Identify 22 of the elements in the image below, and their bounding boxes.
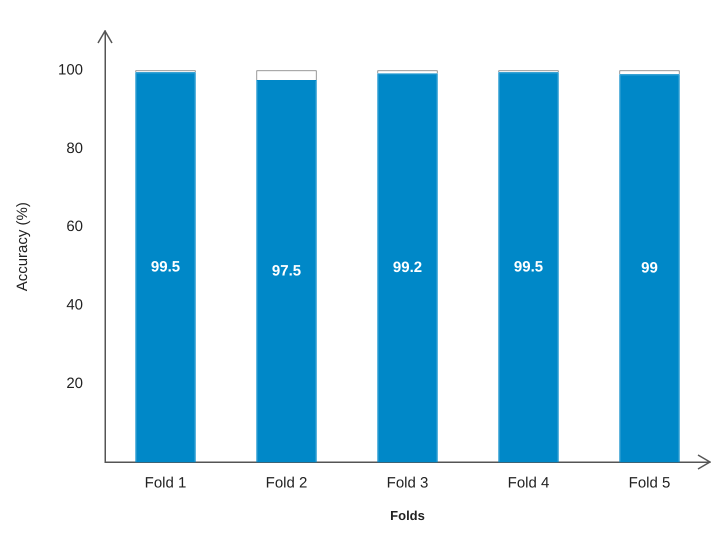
- bar: [498, 72, 559, 462]
- data-label: 99.5: [150, 258, 180, 276]
- y-tick-label: 60: [66, 218, 84, 236]
- y-tick-label: 80: [66, 140, 84, 157]
- x-axis-title: Folds: [390, 508, 425, 523]
- y-tick-label: 20: [66, 375, 84, 392]
- x-tick-label: Fold 4: [508, 474, 550, 492]
- y-tick-label: 100: [58, 61, 84, 78]
- bar: [377, 73, 438, 462]
- data-label: 99: [641, 259, 658, 276]
- bar: [256, 80, 317, 462]
- y-axis-title: Accuracy (%): [14, 202, 32, 292]
- bar: [135, 72, 196, 462]
- x-tick-label: Fold 3: [386, 474, 428, 492]
- bar: [619, 74, 680, 462]
- data-label: 99.5: [514, 258, 544, 276]
- data-label: 97.5: [272, 262, 302, 280]
- data-label: 99.2: [392, 259, 422, 276]
- y-tick-label: 40: [66, 296, 84, 314]
- x-tick-label: Fold 5: [628, 474, 670, 492]
- x-tick-label: Fold 2: [266, 474, 308, 492]
- x-tick-label: Fold 1: [144, 474, 186, 492]
